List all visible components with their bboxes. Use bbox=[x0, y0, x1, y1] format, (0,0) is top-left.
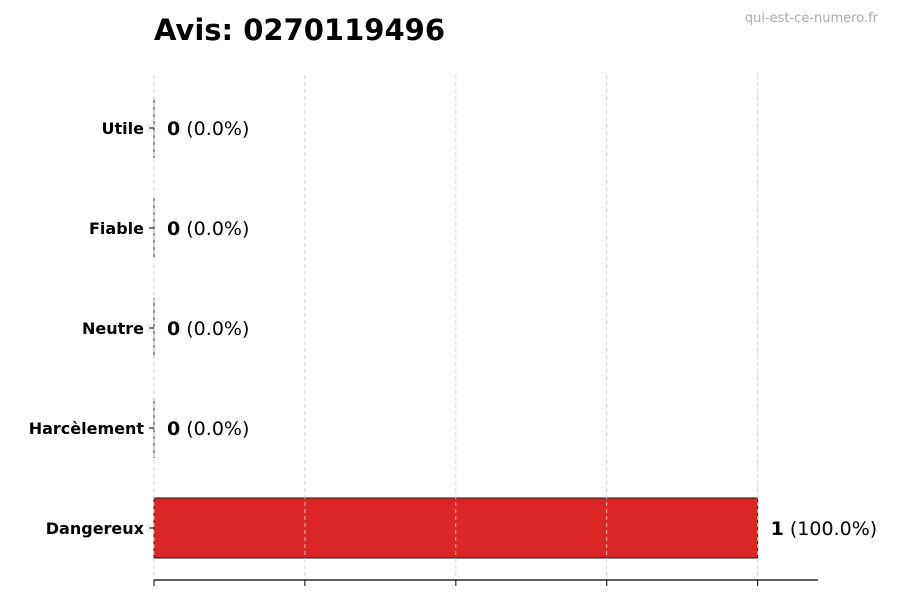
bar bbox=[153, 497, 759, 559]
data-label: 0 (0.0%) bbox=[167, 118, 249, 140]
y-tick-label: Neutre bbox=[82, 319, 144, 338]
data-label: 1 (100.0%) bbox=[771, 518, 878, 540]
data-label: 0 (0.0%) bbox=[167, 418, 249, 440]
y-tick-label: Fiable bbox=[89, 219, 144, 238]
data-label: 0 (0.0%) bbox=[167, 218, 249, 240]
watermark: qui-est-ce-numero.fr bbox=[745, 11, 879, 26]
y-tick-label: Harcèlement bbox=[29, 419, 145, 438]
y-tick-label: Dangereux bbox=[46, 519, 145, 538]
y-tick-label: Utile bbox=[102, 119, 145, 138]
data-label: 0 (0.0%) bbox=[167, 318, 249, 340]
chart-title: Avis: 0270119496 bbox=[154, 13, 445, 47]
